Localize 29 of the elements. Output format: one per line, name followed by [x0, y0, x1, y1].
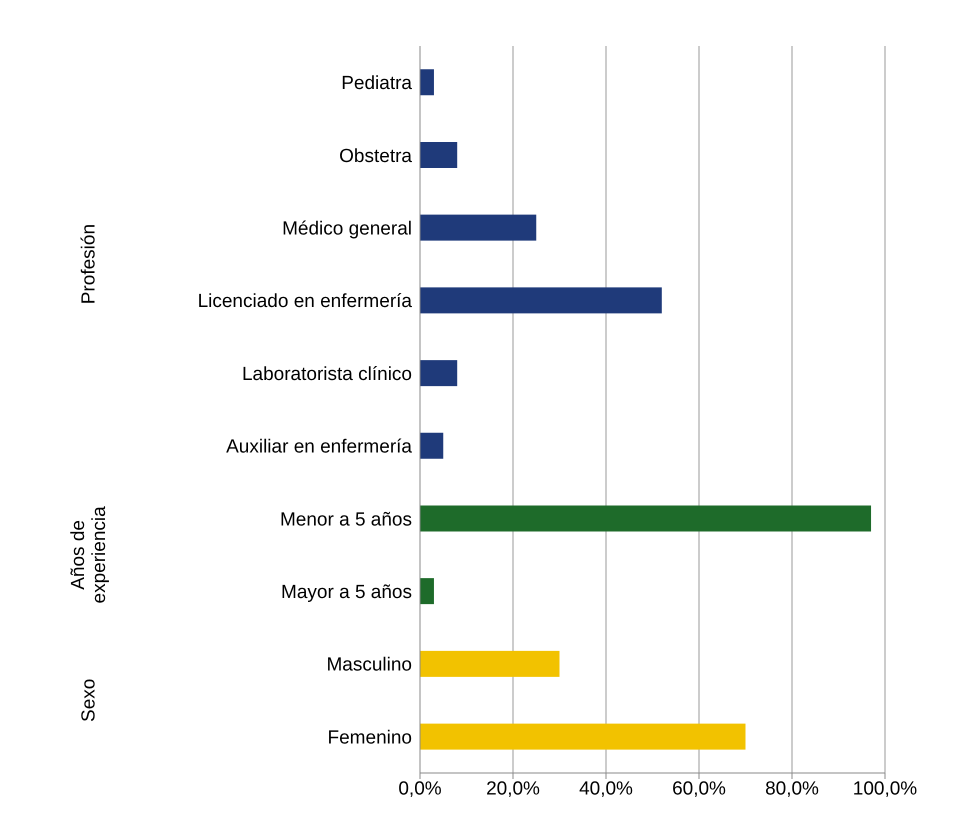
bar — [420, 287, 662, 314]
text: Profesión — [78, 224, 100, 304]
bar — [420, 578, 434, 604]
bar — [420, 69, 434, 96]
bar — [420, 505, 872, 532]
text: Años de experiencia — [68, 506, 110, 604]
y-tick-label: Masculino — [326, 654, 412, 676]
y-tick-label: Obstetra — [339, 146, 412, 167]
y-tick-label: Femenino — [328, 727, 412, 748]
x-tick-label: 40,0% — [579, 778, 634, 800]
x-tick-label: 100,0% — [852, 778, 918, 800]
y-tick-label: Laboratorista clínico — [242, 364, 412, 385]
bar — [420, 724, 746, 750]
bar — [420, 432, 444, 459]
y-tick-label: Menor a 5 años — [280, 509, 412, 530]
bar — [420, 360, 458, 386]
y-tick-label: Médico general — [282, 218, 412, 240]
x-tick-label: 80,0% — [765, 778, 820, 800]
y-tick-label: Auxiliar en enfermería — [226, 436, 412, 458]
y-tick-label: Licenciado en enfermería — [198, 291, 412, 312]
y-tick-label: Mayor a 5 años — [281, 582, 412, 603]
x-tick-label: 20,0% — [486, 778, 540, 800]
bar — [420, 650, 560, 677]
text: Sexo — [78, 678, 100, 722]
bar — [420, 214, 536, 241]
bar — [420, 142, 458, 168]
y-tick-label: Pediatra — [341, 73, 412, 94]
x-tick-label: 60,0% — [672, 778, 726, 800]
x-tick-label: 0,0% — [398, 778, 442, 800]
